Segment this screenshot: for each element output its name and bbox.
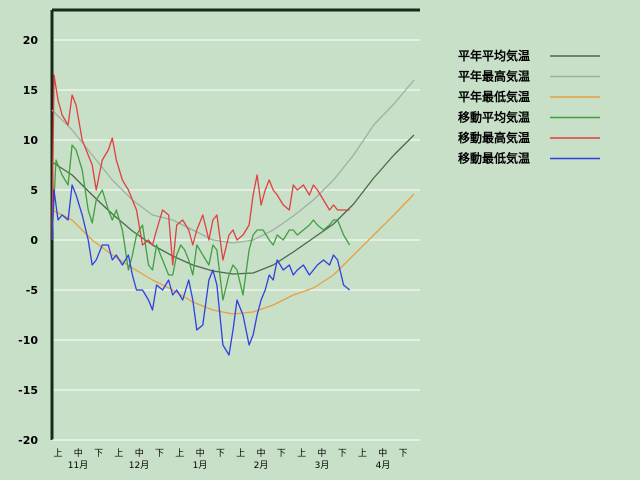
x-month-label: 1月	[193, 460, 208, 471]
x-month-label: 12月	[129, 460, 149, 471]
x-subtick-label: 上	[297, 448, 306, 459]
y-tick-labels: -20 -15 -10 -5 0 5 10 15 20	[18, 34, 38, 447]
x-subtick-label: 上	[114, 448, 123, 459]
x-month-label: 4月	[376, 460, 391, 471]
series-line-0	[51, 134, 415, 275]
x-subtick-label: 下	[155, 449, 164, 459]
x-subtick-label: 中	[256, 447, 265, 459]
series-line-3	[51, 144, 351, 301]
x-subtick-label: 下	[216, 449, 225, 459]
series-line-5	[51, 184, 351, 356]
y-tick-label: 10	[23, 134, 39, 147]
series-line-1	[51, 79, 415, 244]
x-subtick-label: 下	[277, 449, 286, 459]
x-month-label: 11月	[68, 460, 88, 471]
y-tick-label: 20	[23, 34, 39, 47]
y-tick-label: 0	[30, 234, 38, 247]
x-subtick-label: 下	[338, 449, 347, 459]
x-subtick-label: 中	[74, 447, 83, 459]
legend-label-0: 平年平均気温	[458, 48, 530, 63]
y-tick-label: -5	[26, 284, 38, 297]
x-tick-labels: 上中下上中下上中下上中下上中下上中下11月 12月 1月 2月 3月 4月	[53, 447, 407, 471]
y-tick-label: 5	[30, 184, 38, 197]
x-subtick-label: 中	[135, 447, 144, 459]
legend-label-4: 移動最高気温	[458, 130, 530, 145]
series-line-4	[51, 74, 350, 266]
axes	[50, 8, 420, 441]
legend-label-5: 移動最低気温	[458, 151, 530, 166]
x-subtick-label: 中	[378, 447, 387, 459]
y-tick-label: -15	[18, 384, 38, 397]
x-subtick-label: 上	[236, 448, 245, 459]
x-month-label: 2月	[254, 460, 269, 471]
x-subtick-label: 中	[196, 447, 205, 459]
y-tick-label: -20	[18, 434, 38, 447]
legend-label-1: 平年最高気温	[458, 69, 530, 84]
series-lines	[51, 74, 415, 356]
x-subtick-label: 中	[317, 447, 326, 459]
y-tick-label: 15	[23, 84, 38, 97]
x-subtick-label: 上	[53, 448, 62, 459]
legend-label-3: 移動平均気温	[458, 110, 530, 125]
x-month-label: 3月	[315, 460, 330, 471]
legend-label-2: 平年最低気温	[458, 89, 530, 104]
x-subtick-label: 上	[358, 448, 367, 459]
y-tick-label: -10	[18, 334, 38, 347]
grid-lines	[52, 39, 420, 391]
x-subtick-label: 上	[175, 448, 184, 459]
series-line-2	[51, 193, 415, 315]
x-subtick-label: 下	[94, 449, 103, 459]
x-subtick-label: 下	[399, 449, 408, 459]
